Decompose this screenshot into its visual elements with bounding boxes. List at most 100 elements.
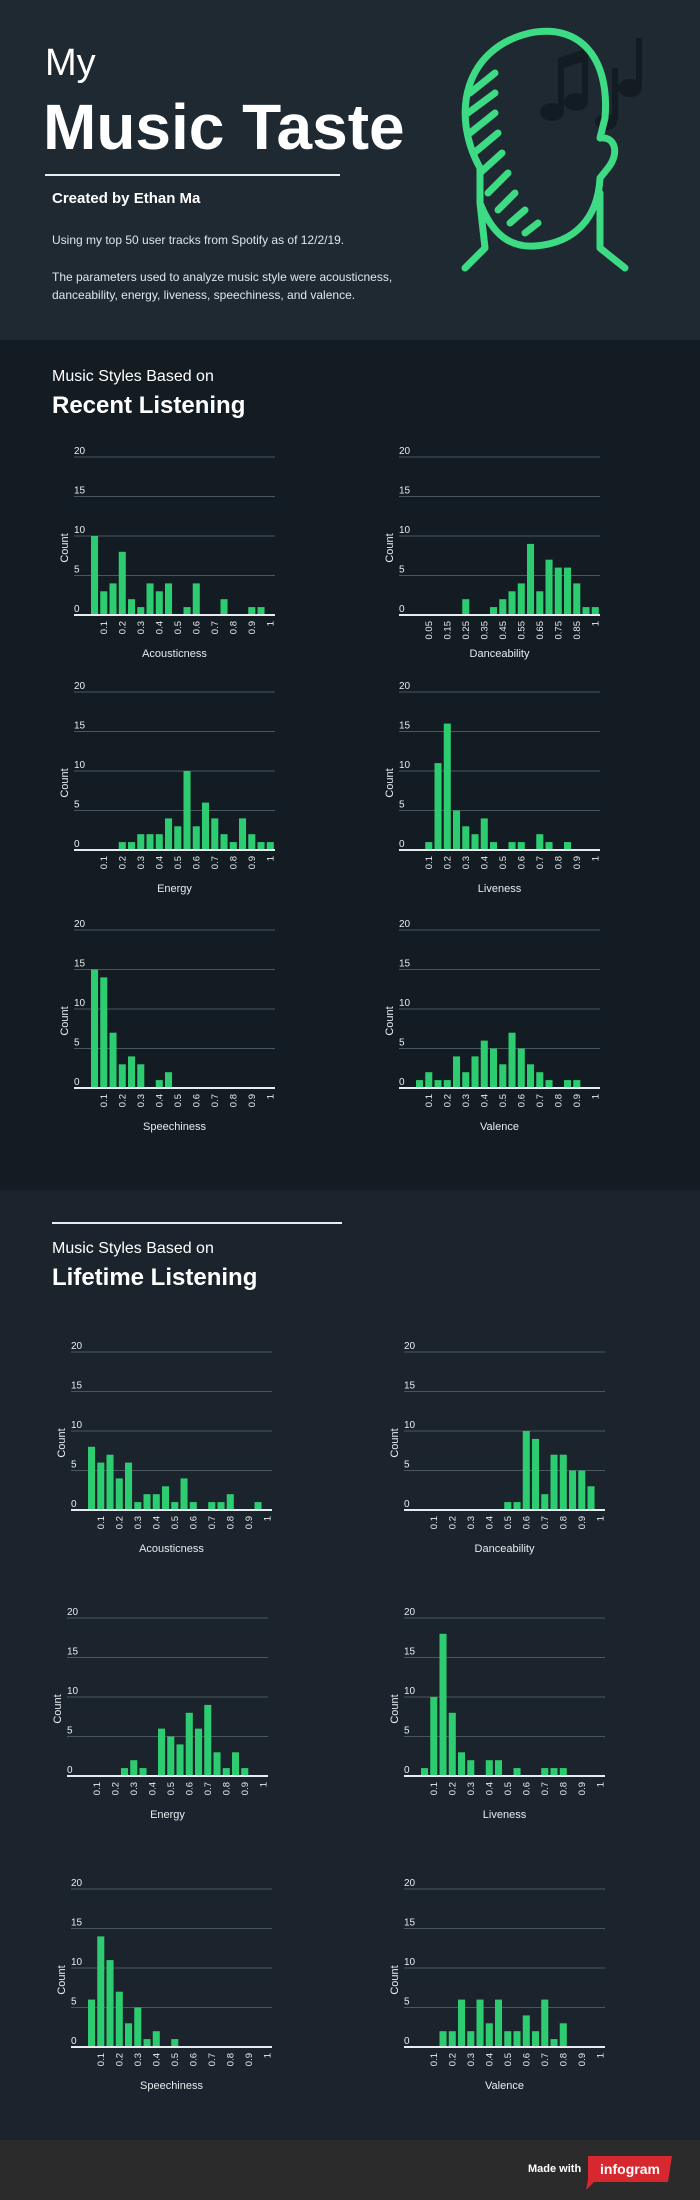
chart-recent-valence: 0 5 10 15 20 Count 0.1 0.2 0.3 0.4 0.5 0.6 0.7 0.8 0.9… (384, 919, 601, 1133)
y-tick-label: 10 (71, 1957, 83, 1968)
x-tick-label: 1 (590, 1094, 601, 1099)
bar (564, 842, 572, 850)
bar (536, 834, 544, 850)
x-tick-label: 0.7 (535, 1094, 546, 1107)
section-subtitle: Music Styles Based on (52, 368, 214, 385)
y-tick-label: 5 (74, 565, 80, 576)
bar (115, 1478, 123, 1510)
x-tick-label: 0.4 (154, 856, 165, 869)
bar (425, 842, 433, 850)
bar (439, 1633, 447, 1776)
x-tick-label: 0.3 (466, 2053, 477, 2066)
bar (582, 607, 590, 615)
bar (527, 1064, 535, 1088)
x-tick-label: 0.9 (247, 856, 258, 869)
bar (183, 771, 191, 850)
y-tick-label: 20 (71, 1341, 83, 1352)
bar (448, 1712, 456, 1776)
bar (453, 810, 461, 850)
y-tick-label: 0 (399, 1077, 405, 1088)
x-tick-label: 0.8 (225, 2053, 236, 2066)
y-axis-label: Count (384, 768, 396, 797)
y-tick-label: 5 (404, 1726, 410, 1737)
x-tick-label: 0.1 (424, 856, 435, 869)
y-tick-label: 15 (404, 1918, 416, 1929)
y-tick-label: 0 (74, 604, 80, 615)
y-tick-label: 5 (399, 800, 405, 811)
y-tick-label: 10 (74, 998, 86, 1009)
title-small: My (45, 42, 96, 84)
bar (137, 607, 145, 615)
x-tick-label: 0.1 (99, 621, 110, 634)
x-axis-label: Energy (150, 1809, 185, 1821)
x-tick-label: 0.8 (221, 1782, 232, 1795)
bar (443, 1080, 451, 1088)
bar (146, 834, 154, 850)
chart-recent-danceability: 0 5 10 15 20 Count 0.05 0.15 0.25 0.35 0.45 0.55 0.6… (384, 446, 601, 660)
bar (239, 818, 247, 850)
section-subtitle: Music Styles Based on (52, 1240, 214, 1257)
x-tick-label: 0.8 (228, 621, 239, 634)
bar (220, 599, 228, 615)
x-tick-label: 0.6 (191, 856, 202, 869)
x-tick-label: 0.9 (244, 1516, 255, 1529)
bar (180, 1478, 188, 1510)
bar (504, 2031, 512, 2047)
x-tick-label: 1 (590, 621, 601, 626)
x-tick-label: 0.8 (553, 856, 564, 869)
chart-recent-speechiness: 0 5 10 15 20 Count 0.1 0.2 0.3 0.4 0.5 0.6 0.7 0.8 0.9… (59, 919, 276, 1133)
bar (545, 842, 553, 850)
bar (467, 1760, 475, 1776)
x-axis-label: Valence (480, 1121, 519, 1133)
bar (485, 1760, 493, 1776)
x-tick-label: 0.3 (129, 1782, 140, 1795)
bar (202, 802, 210, 850)
x-tick-label: 0.5 (170, 1516, 181, 1529)
bar (545, 559, 553, 615)
bar (517, 842, 525, 850)
x-tick-label: 0.3 (461, 1094, 472, 1107)
y-tick-label: 5 (67, 1726, 73, 1737)
y-tick-label: 15 (74, 721, 86, 732)
x-tick-label: 0.7 (207, 2053, 218, 2066)
y-axis-label: Count (389, 1965, 401, 1994)
bar (508, 1032, 516, 1088)
creator-credit: Created by Ethan Ma (52, 190, 201, 207)
bar (118, 1064, 126, 1088)
bar (513, 1768, 521, 1776)
bar (522, 1431, 530, 1510)
bar (490, 842, 498, 850)
x-tick-label: 0.6 (188, 2053, 199, 2066)
x-tick-label: 0.2 (447, 1782, 458, 1795)
x-tick-label: 0.1 (96, 1516, 107, 1529)
made-with-label: Made with (528, 2163, 582, 2175)
y-tick-label: 5 (74, 800, 80, 811)
y-tick-label: 15 (399, 959, 411, 970)
x-tick-label: 0.4 (147, 1782, 158, 1795)
x-tick-label: 0.6 (521, 2053, 532, 2066)
bar (587, 1486, 595, 1510)
x-tick-label: 0.85 (572, 621, 583, 640)
infogram-logo[interactable]: infogram (582, 2156, 672, 2190)
bar (532, 1438, 540, 1510)
bar (109, 583, 117, 615)
chart-lifetime-liveness: 0 5 10 15 20 Count 0.1 0.2 0.3 0.4 0.5 0.6 0.7 0.8 0.9… (389, 1607, 606, 1821)
bar (517, 1048, 525, 1088)
bar (462, 1072, 470, 1088)
y-tick-label: 0 (399, 839, 405, 850)
bar (217, 1502, 225, 1510)
x-tick-label: 0.5 (173, 1094, 184, 1107)
bar (495, 1760, 503, 1776)
bar (146, 583, 154, 615)
brand-name: infogram (600, 2161, 660, 2177)
y-tick-label: 10 (74, 760, 86, 771)
bar (476, 1999, 484, 2047)
bar (504, 1502, 512, 1510)
y-tick-label: 5 (399, 565, 405, 576)
x-tick-label: 1 (595, 1782, 606, 1787)
x-tick-label: 0.4 (151, 2053, 162, 2066)
bar (211, 818, 219, 850)
y-tick-label: 15 (74, 959, 86, 970)
bar (213, 1752, 221, 1776)
x-tick-label: 0.2 (442, 856, 453, 869)
